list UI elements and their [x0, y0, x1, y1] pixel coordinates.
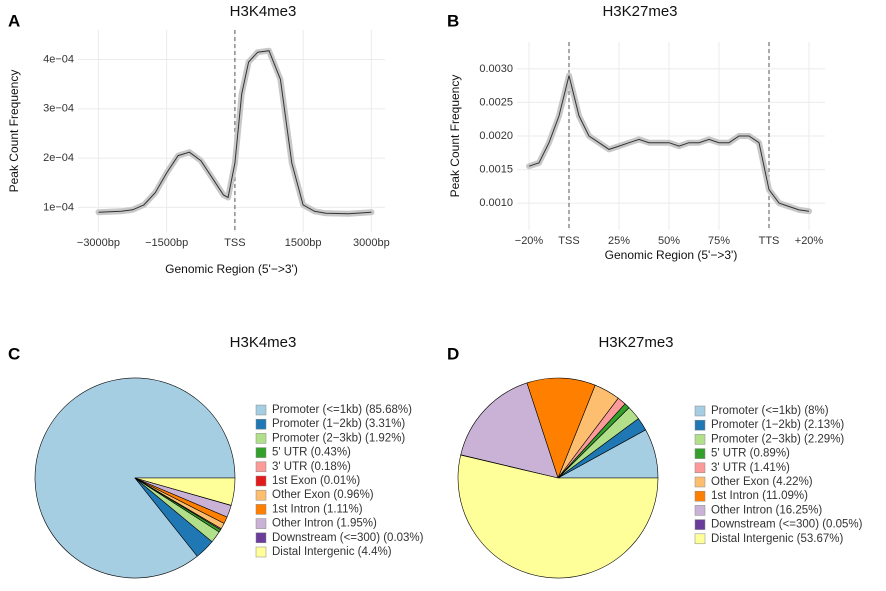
x-tick-label: TSS — [224, 237, 245, 249]
legend-label: Promoter (1−2kb) (3.31%) — [272, 418, 405, 430]
x-tick-label: 75% — [708, 235, 730, 247]
legend-swatch — [255, 532, 267, 544]
y-tick-label: 0.0010 — [479, 197, 513, 209]
legend-swatch — [255, 489, 267, 501]
legend-label: Promoter (<=1kb) (8%) — [711, 405, 829, 417]
panel-label: A — [8, 11, 20, 30]
x-tick-label: 25% — [608, 235, 630, 247]
line — [98, 50, 372, 215]
line — [528, 75, 810, 212]
legend-swatch — [694, 490, 706, 502]
legend-swatch — [694, 476, 706, 488]
y-tick-label: 1e−04 — [43, 201, 74, 213]
legend-swatch — [255, 461, 267, 473]
legend-label: Other Exon (4.22%) — [711, 476, 813, 488]
x-tick-label: TTS — [759, 235, 780, 247]
panel-label: D — [447, 344, 459, 363]
legend-label: Other Exon (0.96%) — [272, 489, 374, 501]
legend-label: 3' UTR (1.41%) — [711, 462, 790, 474]
legend-label: 5' UTR (0.89%) — [711, 448, 790, 460]
y-tick-label: 0.0025 — [479, 96, 513, 108]
x-tick-label: 1500bp — [285, 237, 322, 249]
chart-title: H3K4me3 — [230, 3, 297, 20]
panel-label: C — [8, 344, 20, 363]
legend-swatch — [255, 475, 267, 487]
legend-swatch — [255, 504, 267, 515]
legend-label: Other Intron (1.95%) — [272, 518, 377, 530]
legend-label: Other Intron (16.25%) — [711, 504, 822, 516]
y-tick-label: 3e−04 — [43, 103, 74, 115]
legend-swatch — [255, 518, 267, 529]
pie-slice — [134, 477, 236, 506]
legend-label: Promoter (<=1kb) (85.68%) — [272, 404, 412, 416]
legend-label: 1st Intron (1.11%) — [272, 503, 363, 515]
legend-label: 1st Intron (11.09%) — [711, 490, 808, 502]
legend-label: 3' UTR (0.18%) — [272, 461, 351, 473]
legend-swatch — [694, 448, 706, 459]
legend-label: Distal Intergenic (53.67%) — [711, 533, 843, 545]
x-tick-label: +20% — [795, 235, 824, 247]
x-axis-label: Genomic Region (5'−>3') — [165, 262, 298, 276]
x-tick-label: TSS — [558, 235, 579, 247]
x-axis-label: Genomic Region (5'−>3') — [605, 248, 738, 262]
y-tick-label: 0.0030 — [479, 63, 513, 75]
chart-title: H3K27me3 — [598, 334, 673, 351]
legend-swatch — [694, 462, 706, 474]
pie-slice — [526, 377, 596, 479]
legend-label: Promoter (2−3kb) (1.92%) — [272, 432, 405, 444]
chart-title: H3K27me3 — [602, 3, 677, 20]
legend-swatch — [255, 546, 267, 558]
y-tick-label: 2e−04 — [43, 152, 74, 164]
legend-label: 1st Exon (0.01%) — [272, 475, 360, 487]
chart-title: H3K4me3 — [230, 334, 297, 351]
y-axis-label: Peak Count Frequency — [7, 70, 21, 193]
x-tick-label: −20% — [515, 235, 544, 247]
legend-label: Promoter (1−2kb) (2.13%) — [711, 419, 844, 431]
legend-swatch — [694, 405, 706, 417]
legend-swatch — [255, 418, 267, 430]
x-tick-label: 3000bp — [353, 237, 390, 249]
legend-swatch — [694, 519, 706, 530]
x-tick-label: −3000bp — [77, 237, 120, 249]
legend-label: Promoter (2−3kb) (2.29%) — [711, 433, 844, 445]
legend-label: Distal Intergenic (4.4%) — [272, 546, 392, 558]
y-axis-label: Peak Count Frequency — [448, 75, 462, 198]
x-tick-label: 50% — [658, 235, 680, 247]
legend-swatch — [694, 434, 706, 445]
legend-swatch — [694, 533, 706, 545]
legend-label: 5' UTR (0.43%) — [272, 447, 351, 459]
legend-swatch — [694, 419, 706, 431]
panel-label: B — [447, 11, 459, 30]
legend-swatch — [255, 433, 267, 444]
legend-label: Downstream (<=300) (0.05%) — [711, 519, 863, 531]
y-tick-label: 4e−04 — [43, 53, 74, 65]
y-tick-label: 0.0015 — [479, 163, 513, 175]
legend-swatch — [694, 505, 706, 516]
legend-swatch — [255, 404, 267, 416]
x-tick-label: −1500bp — [145, 237, 188, 249]
legend-swatch — [255, 447, 267, 458]
y-tick-label: 0.0020 — [479, 130, 513, 142]
pie-slice — [457, 454, 659, 579]
legend-label: Downstream (<=300) (0.03%) — [272, 532, 424, 544]
pie-slice — [460, 382, 559, 479]
